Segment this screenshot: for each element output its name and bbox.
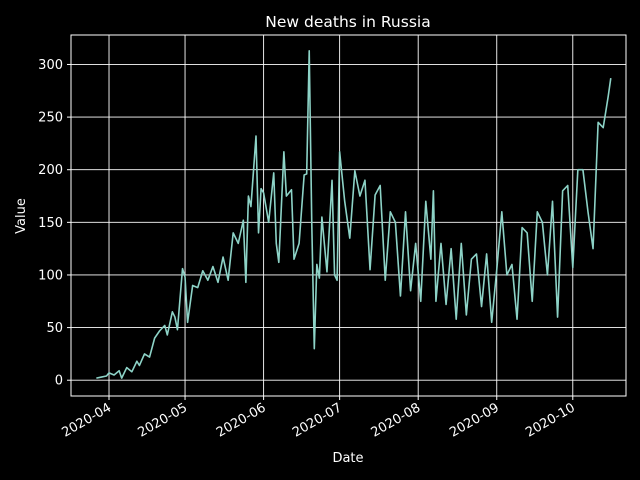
y-axis-label: Value	[14, 198, 29, 234]
y-tick-label: 300	[38, 58, 63, 73]
grid	[71, 35, 626, 396]
series-line	[96, 49, 612, 379]
x-axis-label: Date	[332, 451, 363, 466]
plot-frame	[70, 34, 627, 397]
y-tick-label: 0	[55, 374, 63, 389]
y-axis: 0 50 100 150 200 250 300	[38, 58, 71, 389]
y-tick-label: 200	[38, 163, 63, 178]
chart-title: New deaths in Russia	[265, 13, 430, 31]
y-tick-label: 50	[46, 321, 63, 336]
y-tick-label: 150	[38, 216, 63, 231]
series-layer	[96, 49, 612, 379]
y-tick-label: 250	[38, 111, 63, 126]
y-tick-label: 100	[38, 268, 63, 283]
